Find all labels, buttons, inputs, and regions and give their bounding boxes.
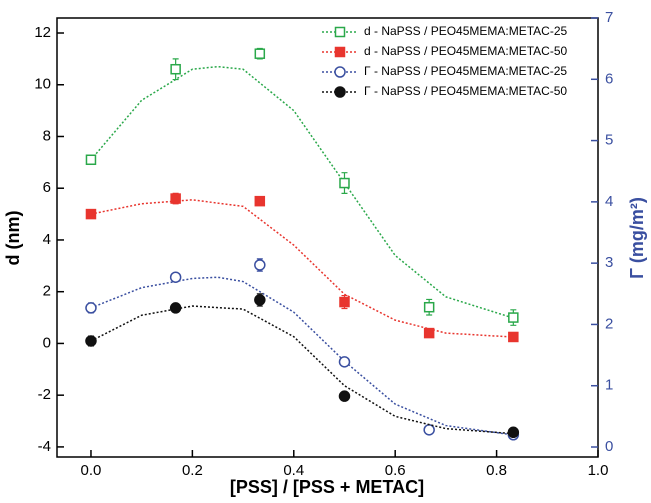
fit-curve xyxy=(90,199,512,338)
data-point xyxy=(85,208,97,220)
data-point xyxy=(508,312,519,323)
x-tick-label: 1.0 xyxy=(588,462,609,479)
y-tick-label: 8 xyxy=(43,127,51,144)
x-tick-label: 0.8 xyxy=(486,462,507,479)
data-point xyxy=(254,48,266,59)
y-tick-label: 6 xyxy=(43,179,51,196)
y-tick-label: -2 xyxy=(38,386,51,403)
x-tick-label: 0.0 xyxy=(81,462,102,479)
y-tick-label: 2 xyxy=(43,283,51,300)
data-point xyxy=(254,294,266,306)
y2-tick-label: 3 xyxy=(605,254,613,271)
data-point xyxy=(170,193,181,204)
data-point xyxy=(170,63,181,75)
data-point xyxy=(338,356,351,368)
x-tick-label: 0.6 xyxy=(385,462,406,479)
legend-label: d - NaPSS / PEO45MEMA:METAC-50 xyxy=(364,44,567,58)
legend-label: d - NaPSS / PEO45MEMA:METAC-25 xyxy=(364,24,567,38)
legend-marker xyxy=(334,86,346,98)
plot-frame xyxy=(56,17,599,458)
x-tick-label: 0.4 xyxy=(283,462,304,479)
data-point xyxy=(339,296,350,308)
x-tick-label: 0.2 xyxy=(182,462,203,479)
data-point xyxy=(254,259,266,271)
y-tick-label: 10 xyxy=(34,76,51,93)
y-tick-label: -4 xyxy=(38,438,51,455)
data-point xyxy=(254,195,266,207)
data-point xyxy=(85,302,97,314)
data-point xyxy=(169,302,182,314)
data-point xyxy=(85,154,97,166)
data-point xyxy=(85,335,97,347)
legend-marker xyxy=(334,26,346,38)
y2-tick-label: 2 xyxy=(605,315,613,332)
data-point xyxy=(339,177,350,189)
y2-tick-label: 0 xyxy=(605,438,613,455)
y2-tick-label: 1 xyxy=(605,377,613,394)
data-point xyxy=(169,271,182,283)
legend-label: Γ - NaPSS / PEO45MEMA:METAC-50 xyxy=(364,84,567,98)
y-tick-label: 4 xyxy=(43,231,51,248)
x-axis-label: [PSS] / [PSS + METAC] xyxy=(230,477,424,497)
y2-tick-label: 7 xyxy=(605,9,613,26)
y-tick-label: 12 xyxy=(34,24,51,41)
y2-tick-label: 5 xyxy=(605,132,613,149)
fit-curve xyxy=(90,305,512,435)
y-tick-label: 0 xyxy=(43,334,51,351)
data-point xyxy=(423,424,435,436)
data-point xyxy=(338,390,351,402)
fit-curve xyxy=(90,276,512,436)
legend-marker xyxy=(334,46,346,58)
data-point xyxy=(507,426,520,439)
y-axis-label: d (nm) xyxy=(3,211,23,266)
y2-tick-label: 4 xyxy=(605,193,613,210)
legend-marker xyxy=(334,66,346,78)
legend-label: Γ - NaPSS / PEO45MEMA:METAC-25 xyxy=(364,64,567,78)
data-point xyxy=(423,301,435,313)
fit-curve xyxy=(90,65,513,319)
y2-axis-label: Γ (mg/m²) xyxy=(627,197,647,279)
data-point xyxy=(423,327,435,339)
y2-tick-label: 6 xyxy=(605,70,613,87)
data-point xyxy=(508,331,519,343)
